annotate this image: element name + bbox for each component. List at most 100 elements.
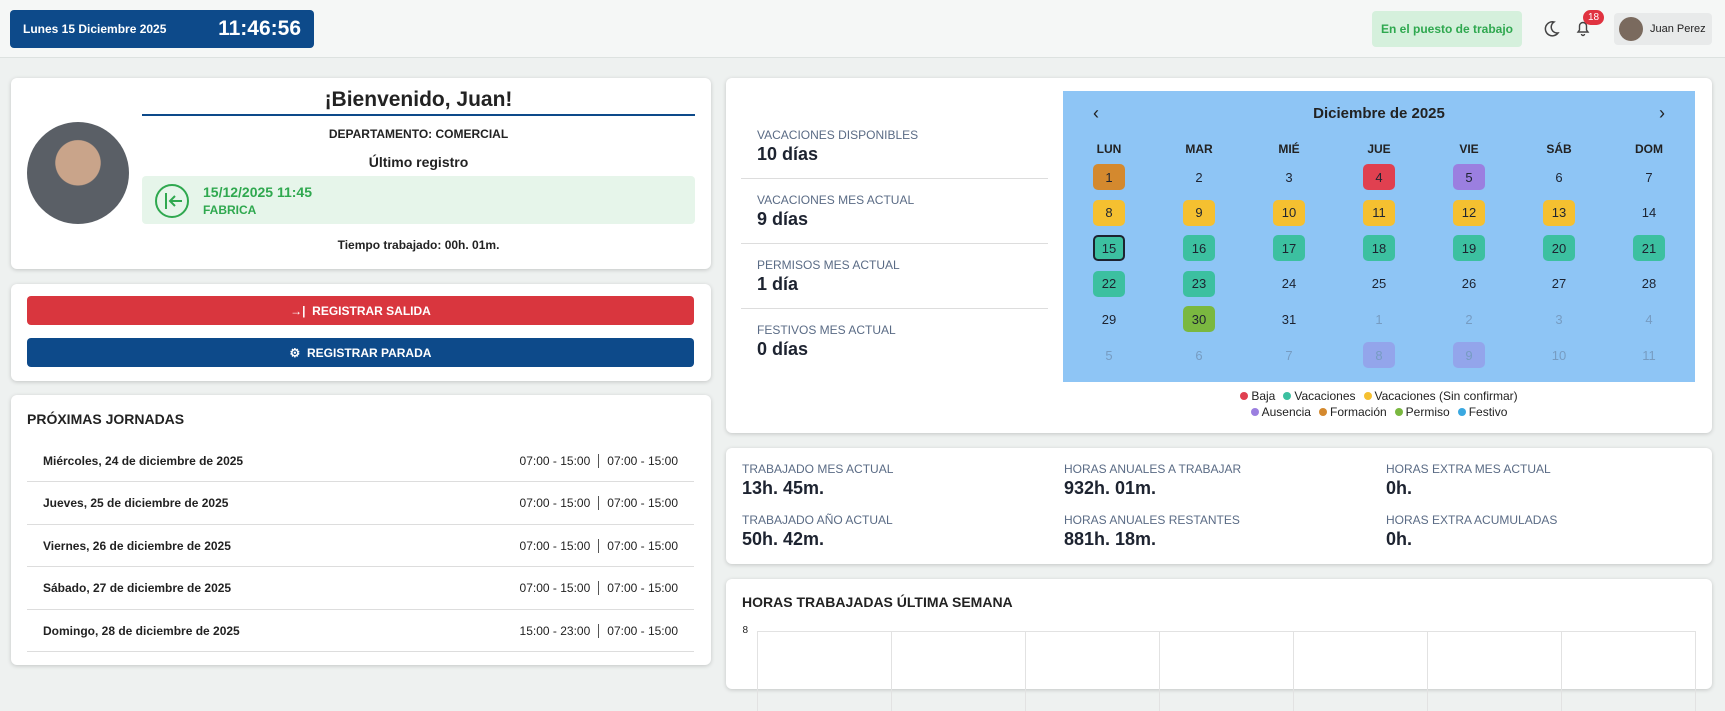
- calendar-day: 6: [1555, 169, 1563, 185]
- theme-toggle[interactable]: [1542, 19, 1560, 37]
- calendar-day: 1: [1375, 311, 1383, 327]
- balance-value: 0 días: [757, 339, 809, 359]
- welcome-card: ¡Bienvenido, Juan! DEPARTAMENTO: COMERCI…: [11, 78, 711, 269]
- weekday: JUE: [1367, 142, 1391, 156]
- next-month[interactable]: ›: [1659, 103, 1665, 123]
- calendar-day: 25: [1371, 276, 1387, 292]
- legend-name: Vacaciones: [1294, 389, 1356, 403]
- actions-card: →| REGISTRAR SALIDA ⚙ REGISTRAR PARADA: [11, 284, 711, 381]
- last-label: Último registro: [368, 154, 469, 170]
- grid-column: [1561, 631, 1562, 711]
- stat-value: 13h. 45m.: [742, 478, 825, 498]
- legend-name: Festivo: [1468, 405, 1508, 419]
- calendar-day: 16: [1183, 235, 1215, 262]
- grid-column: [1427, 631, 1428, 711]
- weekday: MIÉ: [1278, 142, 1300, 156]
- last-record: 15/12/2025 11:45 FABRICA: [142, 176, 695, 224]
- calendar-day: 6: [1195, 347, 1203, 363]
- divider: [741, 243, 1048, 244]
- grid-column: [1695, 631, 1696, 711]
- legend-item: Permiso: [1394, 405, 1450, 419]
- calendar-day: 23: [1183, 270, 1215, 297]
- bell[interactable]: [1574, 19, 1592, 37]
- legend-dot: [1394, 408, 1403, 416]
- legend-item: Vacaciones (Sin confirmar): [1363, 389, 1518, 403]
- stat-label: HORAS EXTRA MES ACTUAL: [1386, 462, 1551, 476]
- time: 11:46:56: [218, 17, 301, 40]
- grid-column: [891, 631, 892, 711]
- chart-card: HORAS TRABAJADAS ÚLTIMA SEMANA 8: [726, 579, 1712, 711]
- grid-column: [757, 631, 758, 711]
- calendar-day: 13: [1543, 199, 1575, 226]
- welcome-title: ¡Bienvenido, Juan!: [142, 88, 695, 116]
- stat-label: HORAS ANUALES RESTANTES: [1064, 513, 1240, 527]
- y-tick-label: 8: [742, 625, 748, 636]
- stat-value: 881h. 18m.: [1064, 529, 1157, 549]
- calendar-title: Diciembre de 2025: [1313, 105, 1445, 122]
- date: Lunes 15 Diciembre 2025: [23, 22, 167, 36]
- calendar-day: 9: [1183, 199, 1215, 226]
- calendar-day: 11: [1642, 347, 1656, 363]
- divider: [741, 178, 1048, 179]
- grid-line: [757, 631, 1695, 632]
- stat-value: 932h. 01m.: [1064, 478, 1157, 498]
- calendar-day: 29: [1101, 311, 1117, 327]
- pause-label: REGISTRAR PARADA: [306, 345, 432, 360]
- legend-item: Ausencia: [1250, 405, 1311, 419]
- calendar-day: 2: [1195, 169, 1203, 185]
- calendar-day: 26: [1461, 276, 1477, 292]
- legend-name: Ausencia: [1261, 405, 1311, 419]
- top-bar: Lunes 15 Diciembre 2025 11:46:56 En el p…: [0, 0, 1725, 58]
- last-time: 15/12/2025 11:45: [203, 184, 312, 200]
- calendar-day: 14: [1641, 205, 1657, 221]
- calendar: ‹ › Diciembre de 2025 LUN MAR MIÉ JUE VIE SÁB…: [1063, 91, 1695, 382]
- weekday: LUN: [1096, 142, 1122, 156]
- exit-label: REGISTRAR SALIDA: [312, 303, 431, 318]
- calendar-day: 30: [1183, 306, 1215, 333]
- user-menu[interactable]: Juan Perez: [1614, 13, 1712, 45]
- calendar-day: 19: [1453, 235, 1485, 262]
- stat-label: HORAS EXTRA ACUMULADAS: [1386, 513, 1558, 527]
- legend-item: Vacaciones: [1283, 389, 1356, 403]
- exit-button[interactable]: →| REGISTRAR SALIDA: [27, 296, 694, 325]
- schedule-day: Jueves, 25 de diciembre de 2025: [43, 496, 229, 510]
- prev-month[interactable]: ‹: [1093, 103, 1099, 123]
- legend: Baja Vacaciones Vacaciones (Sin confirmar)…: [1063, 388, 1695, 420]
- balance-label: VACACIONES MES ACTUAL: [757, 193, 915, 207]
- calendar-day: 18: [1363, 235, 1395, 262]
- legend-name: Baja: [1251, 389, 1276, 403]
- avatar: [27, 122, 129, 224]
- calendar-day: 3: [1555, 311, 1563, 327]
- shift: 07:00 - 15:00: [607, 538, 678, 553]
- calendar-day: 24: [1281, 276, 1297, 292]
- calendar-day: 10: [1273, 199, 1305, 226]
- clock-box: Lunes 15 Diciembre 2025 11:46:56: [10, 10, 314, 48]
- upcoming-card: PRÓXIMAS JORNADAS Miércoles, 24 de dicie…: [11, 395, 711, 665]
- balance-value: 1 día: [757, 274, 799, 294]
- legend-item: Baja: [1240, 389, 1275, 403]
- legend-dot: [1363, 392, 1372, 400]
- legend-dot: [1318, 408, 1327, 416]
- calendar-day: 11: [1363, 199, 1395, 226]
- grid-column: [1159, 631, 1160, 711]
- shift: 07:00 - 15:00: [607, 623, 678, 638]
- schedule-day: Domingo, 28 de diciembre de 2025: [43, 623, 240, 638]
- shift: 07:00 - 15:00: [520, 581, 600, 595]
- legend-dot: [1240, 392, 1249, 400]
- upcoming-title: PRÓXIMAS JORNADAS: [27, 411, 185, 427]
- schedule-row: Jueves, 25 de diciembre de 2025 07:00 - 1…: [27, 483, 694, 525]
- weekday: SÁB: [1546, 142, 1572, 156]
- pause-button[interactable]: ⚙ REGISTRAR PARADA: [27, 338, 694, 367]
- calendar-card: ‹ › Diciembre de 2025 LUN MAR MIÉ JUE VIE SÁB…: [726, 78, 1712, 433]
- divider: [741, 308, 1048, 309]
- calendar-day: 5: [1453, 164, 1485, 190]
- legend-name: Formación: [1329, 405, 1387, 419]
- calendar-day: 8: [1363, 342, 1395, 368]
- notification-count: 18: [1583, 10, 1605, 25]
- calendar-day: 9: [1453, 342, 1485, 368]
- calendar-day: 7: [1645, 169, 1653, 185]
- shift: 07:00 - 15:00: [520, 538, 600, 553]
- schedule-day: Sábado, 27 de diciembre de 2025: [43, 581, 232, 595]
- calendar-day: 21: [1633, 235, 1665, 262]
